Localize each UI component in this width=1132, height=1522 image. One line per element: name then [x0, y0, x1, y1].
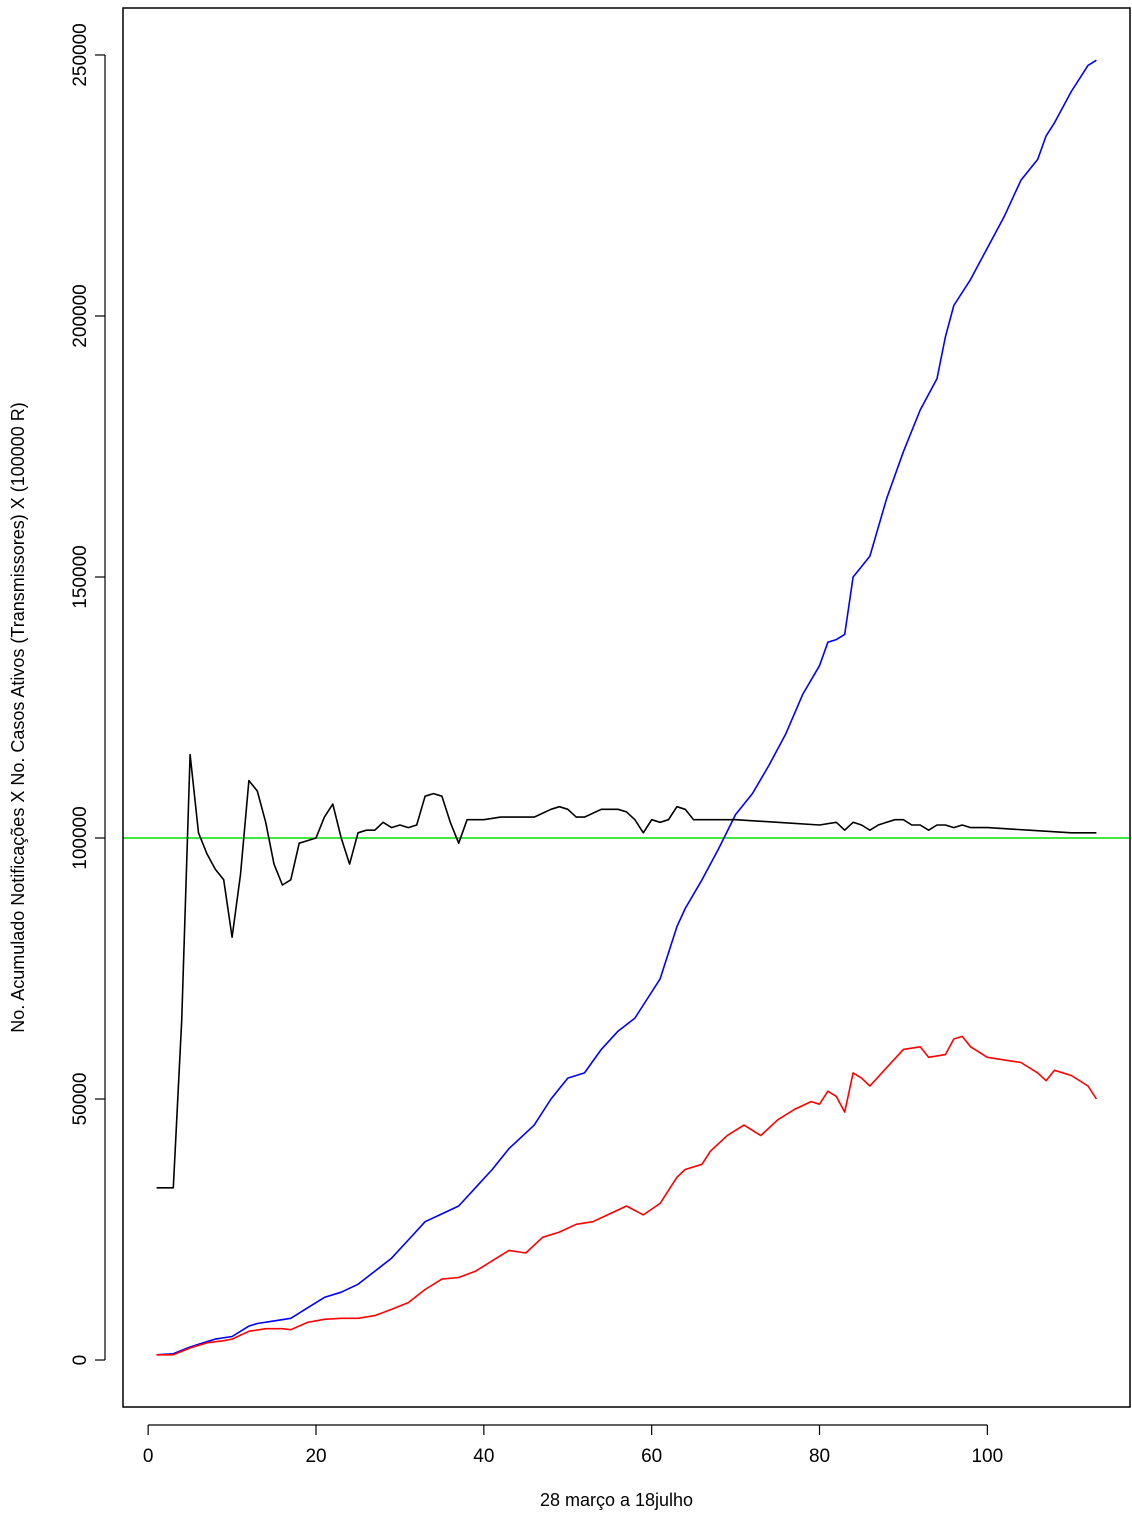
y-tick-label: 200000 [70, 284, 91, 347]
y-axis: 0 50000 100000 150000 200000 250000 [70, 23, 106, 1366]
y-tick-label: 250000 [70, 23, 91, 86]
x-axis-title: 28 março a 18julho [540, 1490, 693, 1510]
x-tick-label: 0 [143, 1446, 154, 1467]
y-tick-label: 0 [70, 1355, 91, 1366]
y-tick-label: 150000 [70, 545, 91, 608]
y-tick-label: 100000 [70, 806, 91, 869]
series-line-3 [156, 753, 1097, 1189]
y-tick-label: 50000 [70, 1073, 91, 1126]
x-tick-label: 80 [809, 1446, 830, 1467]
series-line-2 [156, 1035, 1098, 1356]
series-line-1 [156, 59, 1097, 1356]
x-tick-label: 40 [473, 1446, 494, 1467]
x-tick-label: 100 [971, 1446, 1003, 1467]
x-axis: 0 20 40 60 80 100 [143, 1424, 1003, 1467]
x-tick-label: 20 [305, 1446, 326, 1467]
x-tick-label: 60 [641, 1446, 662, 1467]
y-axis-title: No. Acumulado Notificações X No. Casos A… [8, 402, 28, 1033]
series-layer [156, 59, 1098, 1356]
plot-frame [122, 7, 1131, 1408]
